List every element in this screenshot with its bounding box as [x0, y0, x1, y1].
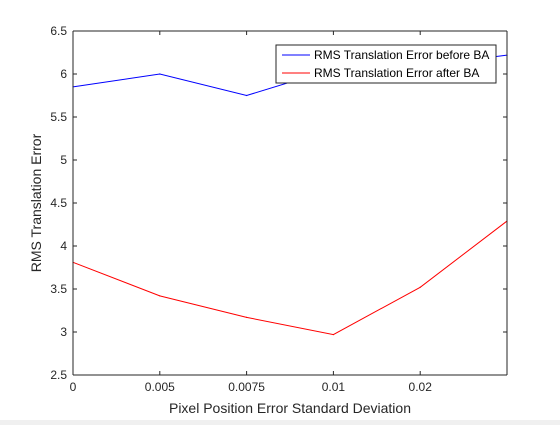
data-point	[246, 94, 248, 97]
y-tick-label: 4.5	[50, 196, 67, 210]
x-tick-label: 0.01	[322, 380, 346, 394]
y-tick-label: 3.5	[50, 282, 67, 296]
x-tick-label: 0.0075	[228, 380, 265, 394]
legend-box	[275, 44, 497, 84]
x-tick-label: 0.005	[145, 380, 175, 394]
y-axis-label: RMS Translation Error	[28, 133, 44, 272]
data-point	[332, 333, 334, 336]
plot-area	[73, 31, 507, 375]
y-tick-label: 5	[60, 153, 67, 167]
y-tick-label: 5.5	[50, 110, 67, 124]
data-point	[159, 295, 161, 297]
y-tick-label: 3	[60, 325, 67, 339]
data-point	[246, 316, 248, 318]
y-tick-label: 4	[60, 239, 67, 253]
y-tick-label: 6	[60, 67, 67, 81]
y-tick-label: 6.5	[50, 24, 67, 38]
y-tick-label: 2.5	[50, 368, 67, 382]
x-tick-label: 0.02	[409, 380, 433, 394]
legend-entry-label: RMS Translation Error after BA	[314, 66, 479, 80]
data-point	[419, 286, 421, 288]
series-line-2	[72, 220, 508, 336]
x-tick-label: 0	[70, 380, 77, 394]
legend-entry-label: RMS Translation Error before BA	[314, 48, 489, 62]
legend: RMS Translation Error before BA RMS Trans…	[275, 44, 497, 84]
data-point	[159, 73, 161, 75]
x-axis-label: Pixel Position Error Standard Deviation	[169, 400, 411, 416]
